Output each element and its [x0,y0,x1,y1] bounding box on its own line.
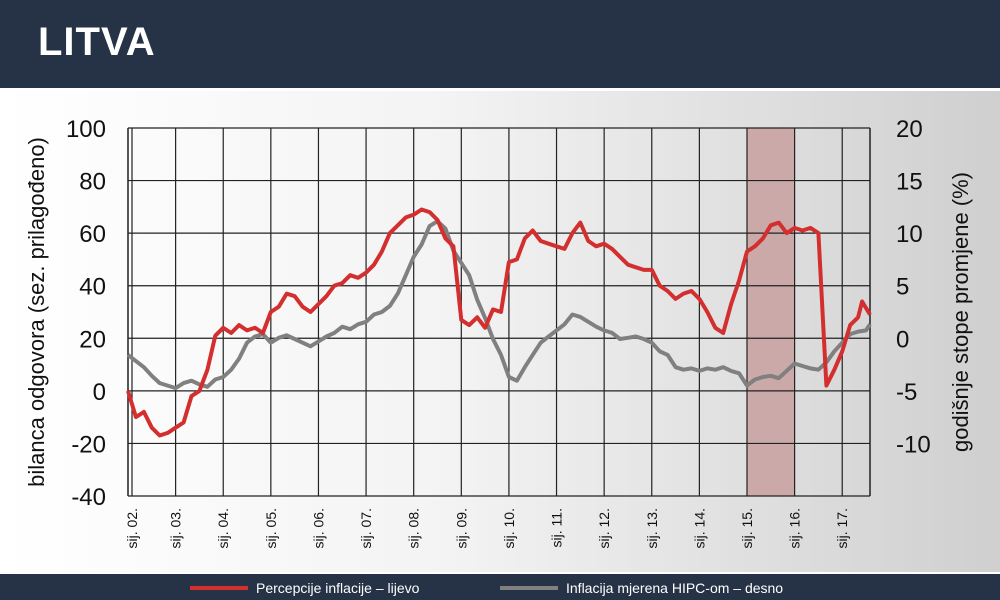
legend-item-hicp: Inflacija mjerena HIPC-om – desno [500,579,783,597]
x-tick-label: sij. 02. [124,508,140,548]
y-tick-left: 60 [79,221,106,248]
x-tick-label: sij. 03. [168,508,184,548]
x-tick-label: sij. 04. [215,508,231,548]
y-tick-left: 100 [66,116,106,143]
chart-svg: 100 20 80 15 60 10 40 5 20 0 0 -5 -20 -10 -40 sij. 02. s… [24,116,973,548]
x-tick-label: sij. 12. [596,508,612,548]
legend-swatch-perception [190,586,248,590]
y-tick-right: -10 [896,431,931,458]
y-axis-title-left: bilanca odgovora (sez. prilagođeno) [24,137,49,487]
y-tick-left: 20 [79,326,106,353]
shaded-period [746,128,795,496]
x-tick-label: sij. 10. [501,508,517,548]
x-tick-label: sij. 17. [834,508,850,548]
y-tick-left: 0 [93,379,106,406]
x-tick-label: sij. 09. [453,508,469,548]
x-tick-label: sij. 11. [549,508,565,547]
x-tick-label: sij. 13. [644,508,660,548]
x-tick-label: sij. 08. [406,508,422,548]
y-axis-title-right: godišnje stope promjene (%) [948,172,973,452]
y-tick-right: 5 [896,274,909,301]
page-title: LITVA [38,20,156,64]
legend-label-perception: Percepcije inflacije – lijevo [256,580,420,596]
x-tick-label: sij. 15. [739,508,755,548]
y-tick-left: 40 [79,274,106,301]
legend-swatch-hicp [500,586,558,590]
y-tick-right: 20 [896,116,923,143]
header-bar: LITVA [0,0,1000,88]
y-tick-right: 15 [896,169,923,196]
series-line-hicp [126,219,872,391]
chart-area: 100 20 80 15 60 10 40 5 20 0 0 -5 -20 -10 -40 sij. 02. s… [0,91,1000,572]
y-tick-right: 0 [896,326,909,353]
legend-label-hicp: Inflacija mjerena HIPC-om – desno [566,580,784,596]
y-tick-left: -40 [71,484,106,511]
x-tick-label: sij. 16. [787,508,803,548]
legend-item-perception: Percepcije inflacije – lijevo [190,579,419,597]
y-tick-right: 10 [896,221,923,248]
series-line-perception [126,207,872,438]
x-tick-label: sij. 14. [691,508,707,548]
y-tick-left: -20 [71,431,106,458]
y-tick-left: 80 [79,169,106,196]
x-tick-label: sij. 05. [263,508,279,548]
x-tick-label: sij. 06. [310,508,326,548]
x-tick-label: sij. 07. [358,508,374,548]
legend-bar: Percepcije inflacije – lijevo Inflacija … [0,574,1000,600]
y-tick-right: -5 [896,379,917,406]
